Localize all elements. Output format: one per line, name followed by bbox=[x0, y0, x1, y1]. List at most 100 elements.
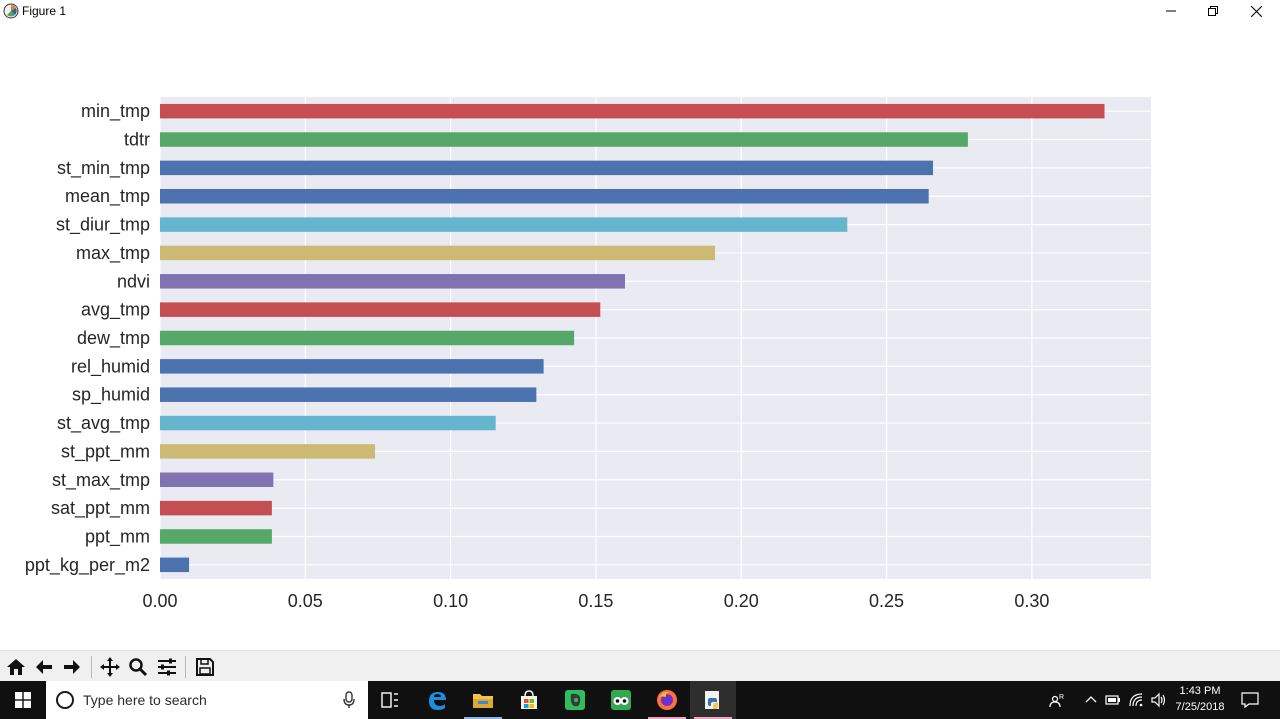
y-tick-label: ppt_mm bbox=[85, 526, 150, 547]
file-explorer-button[interactable] bbox=[460, 681, 506, 719]
running-indicator bbox=[648, 717, 686, 719]
bar bbox=[160, 302, 601, 317]
y-tick-label: st_min_tmp bbox=[57, 158, 150, 179]
close-icon bbox=[1250, 5, 1262, 17]
bar bbox=[160, 557, 190, 573]
y-tick-label: st_diur_tmp bbox=[56, 215, 150, 236]
y-tick-label: tdtr bbox=[124, 130, 150, 150]
bar bbox=[160, 472, 274, 488]
file-explorer-icon bbox=[473, 694, 493, 708]
minimize-icon bbox=[1166, 10, 1176, 12]
evernote-icon bbox=[565, 690, 585, 710]
configure-subplots-button[interactable] bbox=[154, 654, 179, 679]
svg-text:R: R bbox=[1059, 694, 1064, 701]
bar bbox=[160, 415, 496, 431]
clock-time[interactable]: 1:43 PM bbox=[1179, 685, 1221, 697]
restore-button[interactable] bbox=[1193, 0, 1233, 22]
pan-button[interactable] bbox=[97, 654, 122, 679]
y-tick-label: mean_tmp bbox=[65, 186, 150, 207]
bar bbox=[160, 188, 929, 204]
back-icon bbox=[35, 659, 52, 674]
window-title: Figure 1 bbox=[22, 4, 67, 18]
bar bbox=[160, 160, 934, 176]
y-tick-label: min_tmp bbox=[81, 101, 150, 122]
tripadvisor-icon bbox=[611, 690, 631, 710]
running-indicator bbox=[694, 717, 732, 719]
evernote-button[interactable] bbox=[552, 681, 598, 719]
home-button[interactable] bbox=[3, 654, 28, 679]
x-tick-label: 0.30 bbox=[1014, 591, 1049, 611]
forward-button[interactable] bbox=[59, 654, 84, 679]
microphone-icon[interactable] bbox=[342, 691, 356, 709]
people-icon[interactable]: R bbox=[1049, 692, 1065, 708]
bar bbox=[160, 217, 848, 232]
taskbar-search-box[interactable]: Type here to search bbox=[46, 681, 368, 719]
forward-icon bbox=[63, 659, 80, 674]
save-button[interactable] bbox=[192, 654, 217, 679]
firefox-icon bbox=[657, 690, 677, 710]
y-tick-label: st_avg_tmp bbox=[57, 413, 150, 434]
windows-taskbar: Type here to search R 1:43 PM 7/25/2018 bbox=[0, 681, 1280, 719]
edge-icon bbox=[429, 692, 446, 710]
start-button[interactable] bbox=[0, 681, 46, 719]
y-tick-label: max_tmp bbox=[76, 243, 150, 264]
bar bbox=[160, 274, 625, 289]
bar bbox=[160, 359, 544, 374]
y-tick-label: ppt_kg_per_m2 bbox=[25, 555, 150, 576]
x-tick-label: 0.10 bbox=[433, 591, 468, 611]
bar bbox=[160, 500, 272, 516]
windows-logo-icon bbox=[15, 692, 31, 708]
task-view-icon bbox=[381, 692, 398, 708]
bar bbox=[160, 103, 1105, 119]
matplotlib-icon bbox=[3, 3, 19, 19]
battery-icon[interactable] bbox=[1105, 694, 1121, 706]
action-center-icon[interactable] bbox=[1241, 691, 1259, 709]
toolbar-separator bbox=[91, 656, 92, 678]
restore-icon bbox=[1208, 6, 1218, 16]
task-view-button[interactable] bbox=[367, 681, 413, 719]
y-tick-label: sat_ppt_mm bbox=[51, 498, 150, 519]
bar bbox=[160, 529, 272, 544]
y-tick-label: ndvi bbox=[117, 271, 150, 291]
x-tick-label: 0.25 bbox=[869, 591, 904, 611]
y-tick-label: dew_tmp bbox=[77, 328, 150, 349]
x-tick-label: 0.05 bbox=[288, 591, 323, 611]
firefox-button[interactable] bbox=[644, 681, 690, 719]
bar bbox=[160, 330, 575, 346]
back-button[interactable] bbox=[31, 654, 56, 679]
y-tick-label: avg_tmp bbox=[81, 300, 150, 321]
clock-date[interactable]: 7/25/2018 bbox=[1175, 701, 1225, 713]
close-button[interactable] bbox=[1236, 0, 1276, 22]
zoom-icon bbox=[128, 657, 147, 676]
pan-icon bbox=[99, 656, 120, 677]
tripadvisor-button[interactable] bbox=[598, 681, 644, 719]
x-tick-label: 0.20 bbox=[724, 591, 759, 611]
python-button[interactable] bbox=[690, 681, 736, 719]
store-icon bbox=[521, 690, 537, 709]
store-button[interactable] bbox=[506, 681, 552, 719]
save-icon bbox=[195, 657, 214, 676]
minimize-button[interactable] bbox=[1151, 0, 1191, 22]
bar bbox=[160, 245, 716, 261]
y-tick-label: rel_humid bbox=[71, 356, 150, 377]
y-tick-label: st_max_tmp bbox=[52, 470, 150, 491]
zoom-button[interactable] bbox=[125, 654, 150, 679]
bar bbox=[160, 387, 537, 402]
cortana-icon bbox=[56, 691, 74, 709]
python-icon bbox=[705, 691, 719, 709]
y-tick-label: st_ppt_mm bbox=[61, 441, 150, 462]
toolbar-separator bbox=[185, 656, 186, 678]
title-bar: Figure 1 bbox=[0, 0, 1280, 22]
chevron-up-icon[interactable] bbox=[1085, 694, 1097, 704]
bar bbox=[160, 444, 376, 459]
y-tick-label: sp_humid bbox=[72, 385, 150, 406]
x-tick-label: 0.15 bbox=[578, 591, 613, 611]
volume-icon[interactable] bbox=[1150, 692, 1166, 708]
x-tick-label: 0.00 bbox=[142, 591, 177, 611]
home-icon bbox=[6, 658, 25, 675]
navigation-toolbar bbox=[0, 650, 1280, 681]
edge-button[interactable] bbox=[414, 681, 460, 719]
bar bbox=[160, 132, 968, 147]
wifi-icon[interactable] bbox=[1128, 692, 1144, 708]
